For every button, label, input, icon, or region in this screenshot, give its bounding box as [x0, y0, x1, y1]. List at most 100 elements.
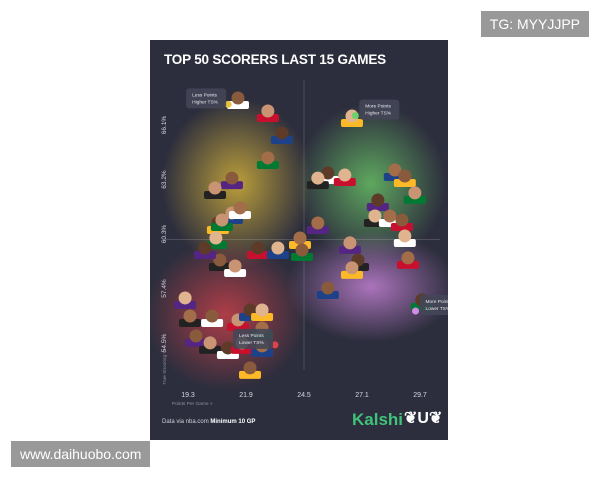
- player-jersey: [393, 178, 416, 187]
- player-point: [390, 213, 413, 231]
- player-point: [393, 169, 416, 187]
- player-face: [251, 241, 265, 255]
- player-jersey: [193, 250, 216, 259]
- player-jersey: [179, 319, 202, 328]
- player-point: [396, 251, 419, 269]
- player-point: [306, 171, 329, 190]
- player-face: [198, 241, 212, 255]
- player-jersey: [185, 338, 208, 347]
- player-face: [255, 303, 269, 317]
- player-face: [203, 336, 217, 350]
- player-point: [220, 171, 243, 190]
- player-point: [201, 309, 224, 328]
- player-face: [183, 309, 197, 323]
- player-face: [231, 91, 245, 105]
- player-jersey: [201, 319, 224, 328]
- source-text: Data via nba.com: [162, 419, 209, 425]
- player-jersey: [340, 270, 363, 279]
- player-face: [368, 209, 382, 223]
- player-face: [311, 171, 325, 185]
- player-point: [203, 181, 226, 200]
- player-jersey: [366, 203, 389, 212]
- player-face: [215, 213, 229, 227]
- x-tick-label: 21.9: [239, 392, 253, 399]
- player-point: [226, 91, 249, 110]
- player-point: [338, 236, 361, 254]
- player-jersey: [256, 113, 279, 122]
- player-point: [210, 213, 233, 231]
- x-tick-label: 19.3: [181, 392, 195, 399]
- player-point: [366, 193, 389, 212]
- player-face: [261, 104, 275, 118]
- player-point: [256, 104, 279, 122]
- player-point: [340, 261, 363, 279]
- player-jersey: [199, 345, 222, 354]
- player-point: [333, 168, 356, 187]
- player-point: [306, 216, 329, 234]
- y-tick-label: 66.1%: [161, 116, 168, 135]
- quadrant-marker: [224, 100, 232, 108]
- player-point: [251, 303, 274, 321]
- quadrant-label-box: [359, 99, 400, 120]
- player-face: [178, 291, 192, 305]
- player-point: [247, 241, 270, 259]
- player-point: [193, 241, 216, 259]
- player-face: [408, 186, 422, 200]
- player-face: [398, 229, 412, 243]
- player-face: [209, 231, 223, 245]
- player-point: [290, 243, 313, 262]
- laurel-u-icon: ❦U❦: [404, 410, 443, 427]
- player-jersey: [228, 210, 251, 219]
- player-point: [316, 281, 339, 300]
- player-jersey: [340, 119, 363, 128]
- player-jersey: [210, 222, 233, 231]
- player-face: [398, 169, 412, 183]
- player-point: [174, 291, 197, 309]
- player-point: [199, 336, 222, 354]
- player-face: [295, 243, 309, 257]
- x-tick-label: 27.1: [355, 392, 369, 399]
- player-jersey: [226, 101, 249, 110]
- player-jersey: [390, 222, 413, 231]
- player-point: [185, 329, 208, 347]
- player-face: [321, 281, 335, 295]
- quadrant-label-text: Less Points: [192, 92, 217, 98]
- infographic-panel: TOP 50 SCORERS LAST 15 GAMES Less Points…: [150, 40, 448, 440]
- quadrant-label-text: More Points: [426, 299, 448, 305]
- watermark-bottom: www.daihuobo.com: [11, 441, 151, 467]
- player-jersey: [224, 269, 247, 278]
- player-face: [388, 163, 402, 177]
- player-face: [401, 251, 415, 265]
- player-jersey: [403, 195, 426, 204]
- x-tick-label: 24.5: [297, 392, 311, 399]
- quadrant-label-text: Higher TS%: [192, 99, 219, 105]
- y-tick-label: 63.2%: [161, 170, 168, 189]
- quadrant-label-box: [186, 88, 227, 109]
- source-note: Data via nba.com Minimum 10 GP: [162, 419, 255, 425]
- player-jersey: [251, 312, 274, 321]
- player-face: [271, 241, 285, 255]
- player-point: [224, 259, 247, 278]
- player-face: [338, 168, 352, 182]
- player-face: [213, 253, 227, 267]
- player-jersey: [256, 160, 279, 169]
- player-face: [293, 231, 307, 245]
- player-jersey: [306, 225, 329, 234]
- player-face: [225, 171, 239, 185]
- y-tick-label: 54.5%: [161, 334, 168, 353]
- player-jersey: [239, 370, 262, 379]
- quadrant-marker: [412, 307, 420, 315]
- player-point: [208, 253, 231, 272]
- player-jersey: [393, 238, 416, 247]
- player-face: [345, 261, 359, 275]
- player-point: [256, 151, 279, 169]
- player-face: [371, 193, 385, 207]
- player-jersey: [174, 300, 197, 309]
- player-point: [270, 126, 293, 144]
- player-jersey: [203, 191, 226, 200]
- player-face: [189, 329, 203, 343]
- player-jersey: [338, 245, 361, 254]
- player-face: [205, 309, 219, 323]
- player-face: [228, 259, 242, 273]
